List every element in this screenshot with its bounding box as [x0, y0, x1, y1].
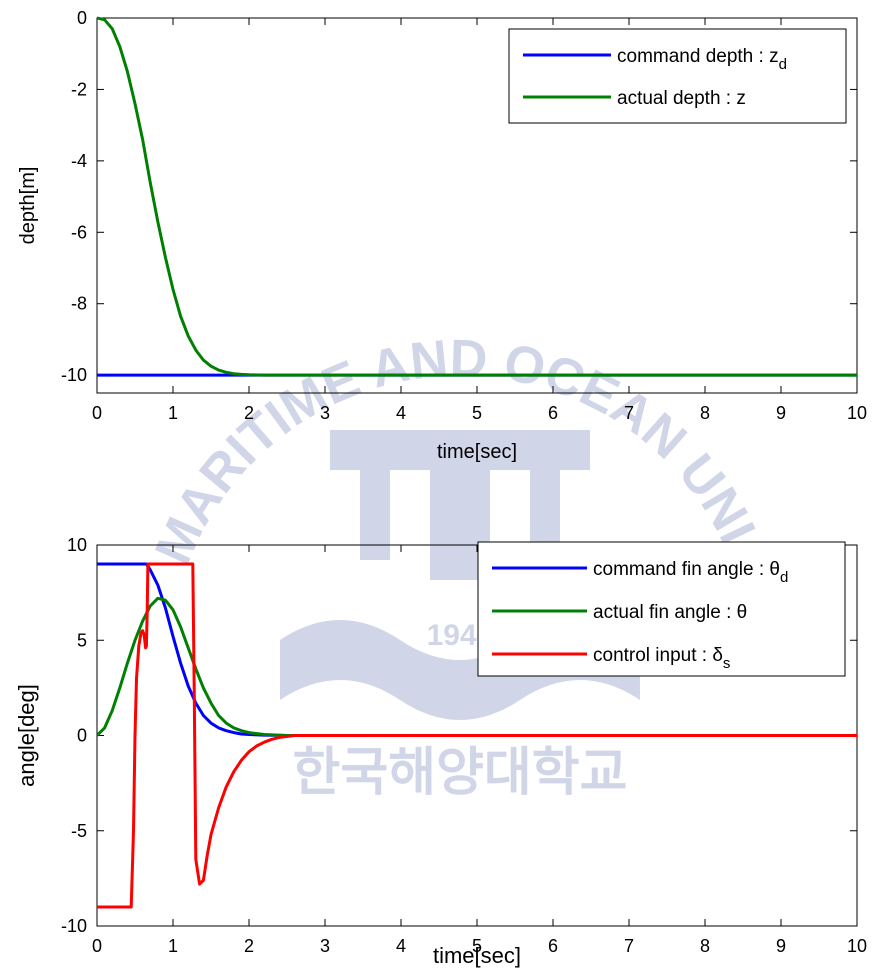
legend-subscript: s	[723, 655, 731, 672]
x-axis-label: time[sec]	[433, 943, 521, 968]
legend-subscript: d	[780, 569, 788, 586]
y-tick-label: 0	[77, 8, 87, 28]
y-tick-label: -2	[71, 79, 87, 99]
x-tick-label: 4	[396, 403, 406, 423]
legend-subscript: d	[779, 56, 787, 73]
x-tick-label: 2	[244, 936, 254, 956]
legend-label-2: actual fin angle : θ	[593, 602, 747, 623]
y-tick-label: -5	[71, 821, 87, 841]
x-tick-label: 0	[92, 936, 102, 956]
series-line-3	[97, 562, 857, 909]
x-tick-label: 2	[244, 403, 254, 423]
legend-label-2: actual depth : z	[617, 88, 746, 109]
x-tick-label: 7	[624, 936, 634, 956]
x-tick-label: 1	[168, 403, 178, 423]
y-tick-label: -10	[61, 916, 87, 936]
x-tick-label: 7	[624, 403, 634, 423]
y-axis-label: angle[deg]	[14, 684, 39, 787]
x-axis-label: time[sec]	[437, 441, 517, 463]
x-tick-label: 8	[700, 936, 710, 956]
depth-chart: 0 1 2 3 4 5 6 7 8 9 10 0 -2 -4 -6 -8 -10 time[sec] depth[m…	[17, 8, 867, 463]
series-group	[97, 16, 857, 377]
series-group	[97, 562, 857, 909]
x-tick-label: 6	[548, 936, 558, 956]
y-axis-label: depth[m]	[17, 167, 39, 245]
y-tick-label: -6	[71, 222, 87, 242]
series-line-1	[97, 562, 857, 737]
series-line-2	[97, 596, 857, 737]
watermark-hangul: 한국해양대학교	[293, 744, 628, 802]
y-tick-label: -8	[71, 294, 87, 314]
series-line-2	[97, 16, 857, 377]
y-tick-label: 5	[77, 630, 87, 650]
y-tick-label: -4	[71, 151, 87, 171]
x-tick-label: 9	[776, 403, 786, 423]
y-tick-label: -10	[61, 365, 87, 385]
x-tick-label: 0	[92, 403, 102, 423]
y-tick-label: 0	[77, 726, 87, 746]
x-tick-label: 5	[472, 936, 482, 956]
x-tick-label: 10	[847, 403, 867, 423]
x-tick-label: 1	[168, 936, 178, 956]
x-tick-label: 9	[776, 936, 786, 956]
angle-chart: 0 1 2 3 4 5 6 7 8 9 10 10 5 0 -5 -10 time[sec] angle[deg]…	[14, 535, 867, 968]
x-tick-label: 5	[472, 403, 482, 423]
legend-box	[508, 28, 847, 124]
x-tick-label: 3	[320, 936, 330, 956]
x-tick-label: 8	[700, 403, 710, 423]
x-tick-label: 3	[320, 403, 330, 423]
x-tick-label: 4	[396, 936, 406, 956]
x-tick-label: 6	[548, 403, 558, 423]
x-tick-label: 10	[847, 936, 867, 956]
watermark-emblem-shape	[330, 430, 590, 580]
y-tick-label: 10	[67, 535, 87, 555]
